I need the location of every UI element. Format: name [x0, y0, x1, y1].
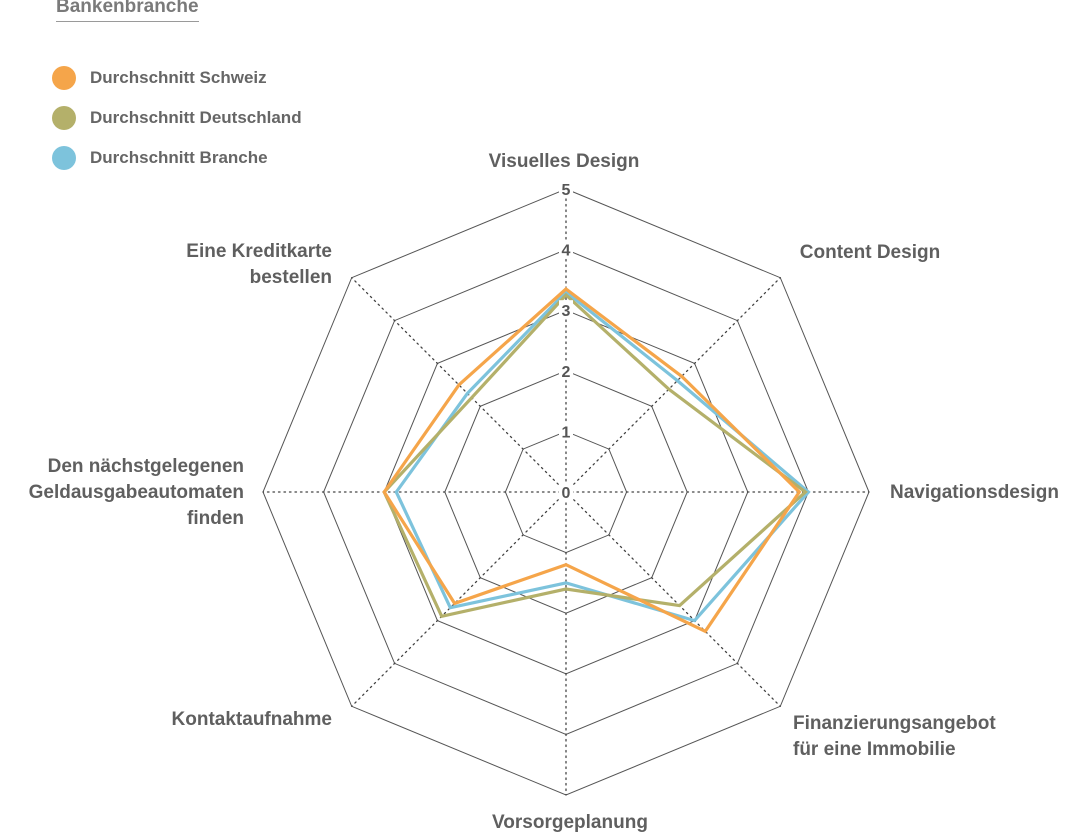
tick-label: 2 — [562, 364, 571, 381]
tick-label-bg — [559, 239, 573, 258]
axis-spoke — [351, 277, 567, 493]
tick-label: 4 — [562, 243, 571, 260]
legend-item-schweiz: Durchschnitt Schweiz — [52, 58, 302, 98]
legend-label-schweiz: Durchschnitt Schweiz — [90, 68, 267, 87]
legend-label-deutschland: Durchschnitt Deutschland — [90, 108, 302, 127]
tick-label-bg — [559, 482, 573, 500]
tick-label: 5 — [562, 182, 571, 199]
tick-label: 1 — [562, 424, 571, 441]
axis-spoke — [565, 277, 781, 493]
axis-label: Vorsorgeplanung — [492, 812, 648, 832]
axis-spoke — [351, 491, 567, 707]
axis-label: Kontaktaufnahme — [172, 709, 332, 730]
axis-label: Finanzierungsangebot für eine Immobilie — [793, 713, 996, 760]
tick-label-bg — [559, 300, 573, 319]
tick-label-bg — [559, 421, 573, 440]
legend-swatch-deutschland — [52, 106, 76, 130]
legend-swatch-schweiz — [52, 66, 76, 90]
tick-label: 0 — [562, 485, 571, 502]
axis-label: Eine Kreditkarte bestellen — [186, 241, 332, 288]
legend-item-deutschland: Durchschnitt Deutschland — [52, 98, 302, 138]
axis-label: Navigationsdesign — [890, 482, 1059, 503]
series-line-2 — [382, 286, 802, 634]
tick-label-bg — [559, 179, 573, 197]
axis-label: Den nächstgelegenen Geldausgabeautomaten f… — [29, 456, 244, 529]
legend-swatch-branche — [52, 146, 76, 170]
tick-label-bg — [559, 360, 573, 379]
axis-label: Content Design — [800, 242, 940, 263]
axis-spoke — [565, 491, 781, 707]
chart-title: Bankenbranche — [56, 0, 199, 22]
legend-label-branche: Durchschnitt Branche — [90, 148, 268, 167]
tick-label: 3 — [562, 303, 571, 320]
legend: Durchschnitt Schweiz Durchschnitt Deutsc… — [52, 58, 302, 178]
axis-label: Visuelles Design — [489, 151, 640, 172]
legend-item-branche: Durchschnitt Branche — [52, 138, 302, 178]
series-line-1 — [382, 292, 808, 619]
